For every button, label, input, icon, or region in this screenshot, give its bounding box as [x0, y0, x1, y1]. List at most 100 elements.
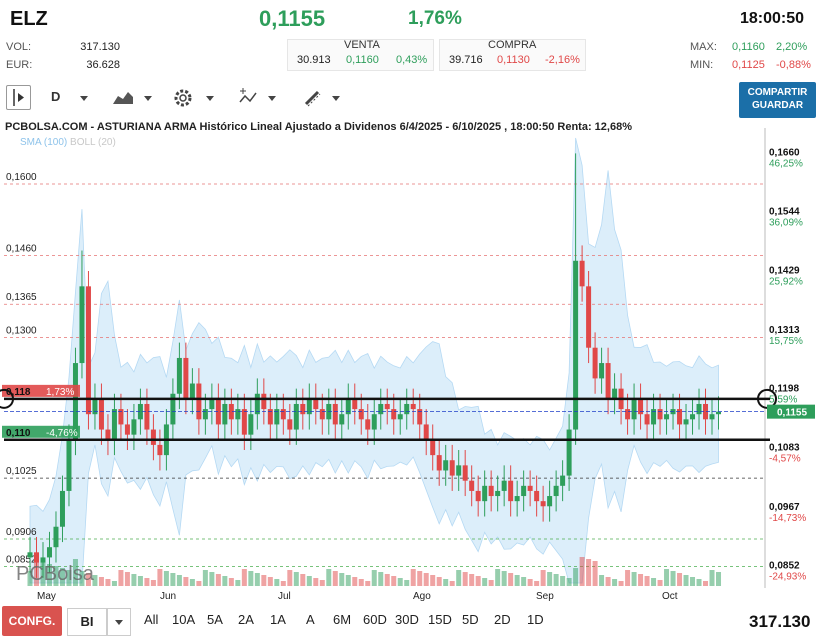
candle-body: [228, 403, 234, 420]
chart-type-caret-icon[interactable]: [144, 96, 152, 101]
candle-body: [358, 409, 364, 420]
candle-body: [553, 485, 559, 497]
volume-bar: [566, 578, 572, 586]
indicators-button[interactable]: [238, 88, 260, 113]
min-pct: -0,88%: [776, 59, 811, 71]
candle-body: [150, 429, 156, 445]
watermark: PCBolsa: [16, 563, 95, 585]
candle-body: [443, 460, 449, 471]
volume-bar: [540, 570, 546, 586]
range-30d[interactable]: 30D: [395, 612, 419, 627]
indicators-caret-icon[interactable]: [268, 96, 276, 101]
volume-bar: [235, 580, 241, 586]
right-tick-pct-4: 5,59%: [769, 395, 797, 406]
range-2d[interactable]: 2D: [494, 612, 511, 627]
candle-body: [280, 409, 286, 420]
volume-bar: [111, 581, 117, 586]
period-selector[interactable]: D: [51, 89, 61, 104]
buy-price: 0,1130: [497, 54, 530, 66]
candle-body: [170, 393, 176, 425]
range-5d[interactable]: 5D: [462, 612, 479, 627]
max-label: MAX:: [690, 41, 717, 53]
marked-level-pct-0: 1,73%: [46, 387, 74, 398]
candle-body: [332, 403, 338, 425]
volume-bar: [618, 581, 624, 586]
volume-bar: [27, 571, 33, 586]
settings-button[interactable]: [172, 87, 194, 114]
candle-body: [202, 409, 208, 420]
right-tick-price-3: 0,1313: [769, 325, 800, 336]
chart-type-button[interactable]: [112, 88, 134, 111]
right-tick-pct-7: -24,93%: [769, 572, 806, 583]
draw-tools-caret-icon[interactable]: [332, 96, 340, 101]
range-a[interactable]: A: [306, 612, 315, 627]
range-60d[interactable]: 60D: [363, 612, 387, 627]
volume-bar: [644, 576, 650, 586]
volume-bar: [521, 577, 527, 586]
volume-bar: [248, 571, 254, 586]
candle-body: [709, 414, 715, 420]
right-tick-pct-2: 25,92%: [769, 277, 803, 288]
volume-bar: [430, 575, 436, 586]
level-label-5: 0,0906: [6, 527, 37, 538]
candle-body: [566, 429, 572, 476]
settings-caret-icon[interactable]: [206, 96, 214, 101]
candle-body: [293, 403, 299, 430]
candle-body: [40, 557, 46, 563]
volume-bar: [345, 575, 351, 586]
candle-body: [703, 403, 709, 420]
chart-type-select-caret[interactable]: [107, 608, 131, 636]
right-tick-price-5: 0,1083: [769, 442, 800, 453]
volume-bar: [625, 570, 631, 586]
candle-body: [339, 414, 345, 425]
volume-bar: [670, 571, 676, 586]
candle-body: [144, 403, 150, 430]
volume-bar: [482, 578, 488, 586]
volume-bar: [326, 569, 332, 586]
draw-tools-button[interactable]: [302, 88, 324, 113]
volume-bar: [384, 574, 390, 586]
range-6m[interactable]: 6M: [333, 612, 352, 627]
range-5a[interactable]: 5A: [207, 612, 223, 627]
range-10a[interactable]: 10A: [172, 612, 196, 627]
share-save-button[interactable]: COMPARTIR GUARDAR: [739, 82, 816, 118]
volume-bar: [462, 572, 468, 586]
sidebar-toggle-button[interactable]: [6, 85, 31, 110]
volume-bar: [514, 575, 520, 586]
change-percent: 1,76%: [408, 8, 462, 29]
candle-body: [430, 439, 436, 456]
marked-level-label-0: 0,118: [6, 387, 31, 398]
period-caret-icon[interactable]: [80, 96, 88, 101]
candle-body: [189, 383, 195, 399]
volume-bar: [105, 579, 111, 586]
volume-bar: [222, 576, 228, 586]
candle-body: [404, 403, 410, 415]
candle-body: [644, 414, 650, 425]
gear-icon: [174, 89, 192, 107]
right-tick-price-0: 0,1660: [769, 147, 800, 158]
chart-type-select[interactable]: BI: [67, 608, 107, 636]
candle-body: [534, 490, 540, 502]
volume-bar: [410, 569, 416, 586]
volume-bar: [241, 569, 247, 586]
volume-bar: [547, 572, 553, 586]
volume-bar: [391, 576, 397, 586]
sell-label: VENTA: [344, 39, 380, 51]
range-1a[interactable]: 1A: [270, 612, 286, 627]
candle-body: [137, 403, 143, 420]
range-2a[interactable]: 2A: [238, 612, 254, 627]
volume-bar: [92, 575, 98, 586]
volume-bar: [573, 568, 579, 586]
candle-body: [488, 485, 494, 497]
volume-bar: [85, 573, 91, 586]
range-15d[interactable]: 15D: [428, 612, 452, 627]
range-1d[interactable]: 1D: [527, 612, 544, 627]
config-button[interactable]: CONFG.: [2, 606, 62, 636]
price-chart[interactable]: 0,1600 0,1460 0,1365 0,1300 0,1025 0,0906 0,08…: [0, 118, 830, 604]
volume-bar: [274, 579, 280, 586]
range-all[interactable]: All: [144, 612, 159, 627]
marked-level-tag-1: [2, 425, 80, 438]
candle-body: [560, 475, 566, 486]
volume-bar: [365, 581, 371, 586]
last-price-label: 0,1155: [777, 408, 807, 419]
